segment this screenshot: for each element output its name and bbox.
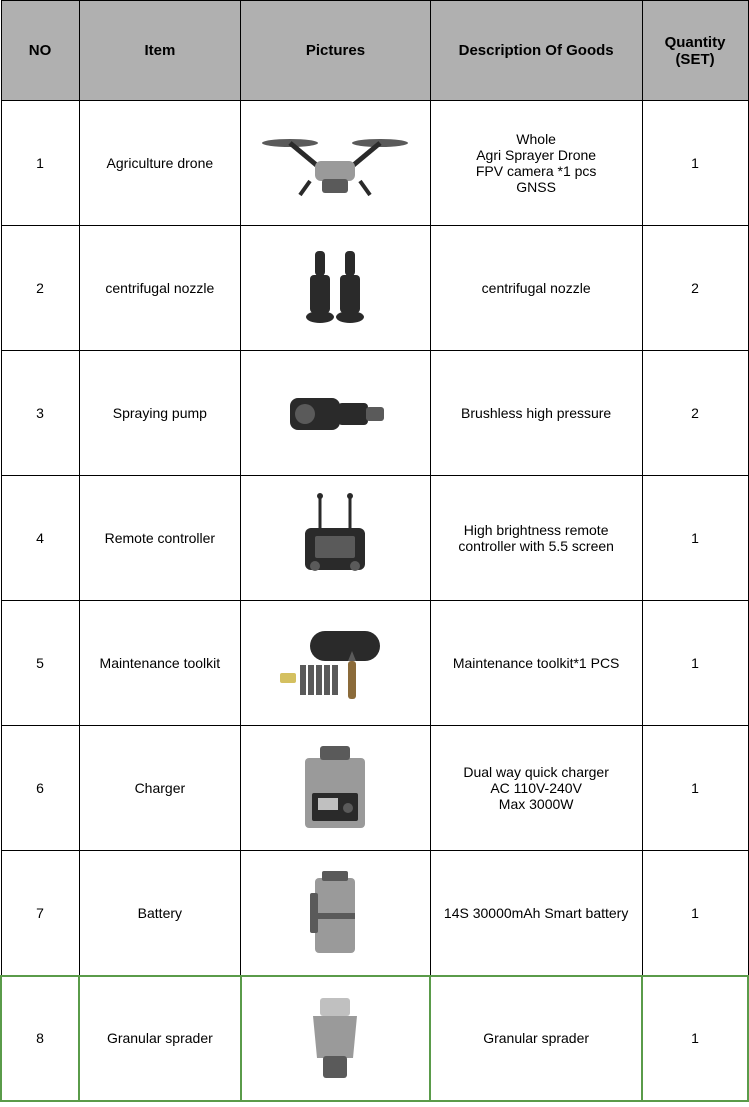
cell-description: Granular sprader [430, 976, 642, 1101]
cell-no: 4 [1, 476, 79, 601]
cell-quantity: 1 [642, 976, 748, 1101]
cell-item: Agriculture drone [79, 101, 241, 226]
cell-quantity: 1 [642, 726, 748, 851]
cell-item: Remote controller [79, 476, 241, 601]
cell-quantity: 1 [642, 851, 748, 976]
cell-no: 5 [1, 601, 79, 726]
table-row: 5Maintenance toolkit Maintenance toolkit… [1, 601, 748, 726]
cell-no: 7 [1, 851, 79, 976]
cell-picture [241, 851, 431, 976]
cell-picture [241, 101, 431, 226]
header-no: NO [1, 1, 79, 101]
cell-picture [241, 601, 431, 726]
cell-quantity: 2 [642, 351, 748, 476]
cell-quantity: 1 [642, 476, 748, 601]
table-row: 6Charger Dual way quick chargerAC 110V-2… [1, 726, 748, 851]
charger-icon [245, 730, 426, 846]
cell-no: 6 [1, 726, 79, 851]
remote-icon [245, 480, 426, 596]
cell-quantity: 2 [642, 226, 748, 351]
table-body: 1Agriculture drone WholeAgri Sprayer Dro… [1, 101, 748, 1101]
spreader-icon [246, 981, 426, 1096]
toolkit-icon [245, 605, 426, 721]
cell-description: Maintenance toolkit*1 PCS [430, 601, 642, 726]
cell-description: 14S 30000mAh Smart battery [430, 851, 642, 976]
cell-description: WholeAgri Sprayer DroneFPV camera *1 pcs… [430, 101, 642, 226]
cell-item: centrifugal nozzle [79, 226, 241, 351]
table-row: 8Granular sprader Granular sprader1 [1, 976, 748, 1101]
drone-icon [245, 105, 426, 221]
header-quantity: Quantity (SET) [642, 1, 748, 101]
cell-quantity: 1 [642, 101, 748, 226]
cell-item: Battery [79, 851, 241, 976]
table-row: 2centrifugal nozzle centrifugal nozzle2 [1, 226, 748, 351]
table-row: 1Agriculture drone WholeAgri Sprayer Dro… [1, 101, 748, 226]
cell-no: 2 [1, 226, 79, 351]
table-row: 3Spraying pump Brushless high pressure2 [1, 351, 748, 476]
cell-quantity: 1 [642, 601, 748, 726]
cell-picture [241, 476, 431, 601]
table-row: 7Battery 14S 30000mAh Smart battery1 [1, 851, 748, 976]
cell-item: Charger [79, 726, 241, 851]
pump-icon [245, 355, 426, 471]
product-table: NO Item Pictures Description Of Goods Qu… [0, 0, 749, 1102]
cell-description: centrifugal nozzle [430, 226, 642, 351]
cell-no: 3 [1, 351, 79, 476]
table-row: 4Remote controller High brightness remot… [1, 476, 748, 601]
battery-icon [245, 855, 426, 971]
header-item: Item [79, 1, 241, 101]
cell-no: 8 [1, 976, 79, 1101]
header-description: Description Of Goods [430, 1, 642, 101]
table-header-row: NO Item Pictures Description Of Goods Qu… [1, 1, 748, 101]
cell-item: Spraying pump [79, 351, 241, 476]
cell-description: Brushless high pressure [430, 351, 642, 476]
nozzle-icon [245, 230, 426, 346]
cell-no: 1 [1, 101, 79, 226]
cell-picture [241, 351, 431, 476]
cell-description: High brightness remote controller with 5… [430, 476, 642, 601]
cell-picture [241, 726, 431, 851]
cell-description: Dual way quick chargerAC 110V-240VMax 30… [430, 726, 642, 851]
cell-picture [241, 226, 431, 351]
header-pictures: Pictures [241, 1, 431, 101]
cell-item: Granular sprader [79, 976, 241, 1101]
cell-picture [241, 976, 431, 1101]
cell-item: Maintenance toolkit [79, 601, 241, 726]
